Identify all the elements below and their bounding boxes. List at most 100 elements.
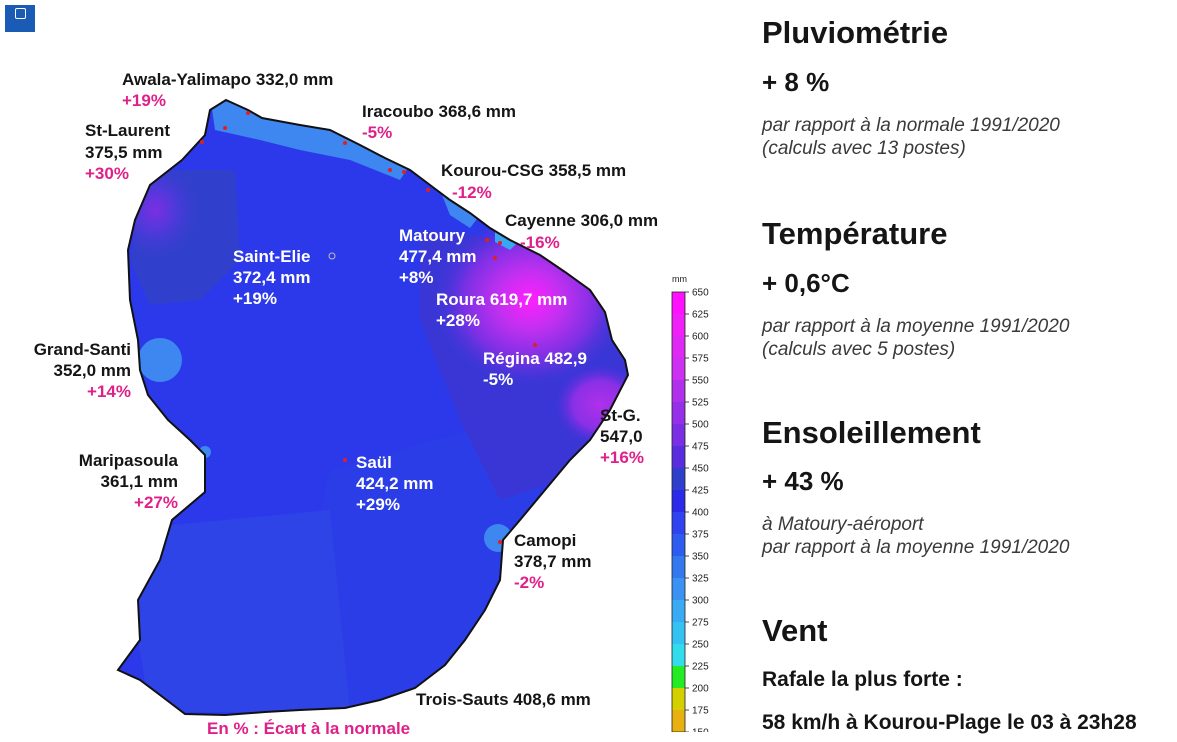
saintelie-name: Saint-Elie — [233, 247, 311, 266]
station-dot-regina — [533, 343, 537, 347]
temp-value: + 0,6°C — [762, 268, 850, 298]
legend-swatch — [672, 446, 685, 468]
stg-pct: +16% — [600, 448, 644, 467]
legend-tick-label: 575 — [692, 354, 709, 365]
roura-pct: +28% — [436, 311, 480, 330]
station-dot-kourou — [426, 188, 430, 192]
sun-title: Ensoleillement — [762, 415, 981, 450]
saul-pct: +29% — [356, 495, 400, 514]
grandsanti-pct: +14% — [87, 382, 131, 401]
roura-label: Roura 619,7 mm — [436, 290, 568, 309]
station-dot-iracoubo — [343, 141, 347, 145]
legend-tick-label: 525 — [692, 398, 709, 409]
legend-swatch — [672, 314, 685, 336]
legend-swatch — [672, 666, 685, 688]
sun-line1: à Matoury-aéroport — [762, 514, 924, 535]
regina-label: Régina 482,9 — [483, 349, 587, 368]
legend-tick-label: 550 — [692, 376, 709, 387]
grandsanti-name: Grand-Santi — [33, 340, 131, 359]
legend-swatch — [672, 490, 685, 512]
temp-title: Température — [762, 216, 948, 251]
station-dot-matoury — [485, 238, 489, 242]
temp-line2: (calculs avec 5 postes) — [762, 339, 956, 360]
legend-swatch — [672, 710, 685, 732]
legend-swatch — [672, 578, 685, 600]
station-dot-stlaurent — [200, 140, 204, 144]
rainfall-map — [116, 98, 630, 717]
station-dot-stelie — [328, 252, 336, 260]
camopi-pct: -2% — [514, 573, 545, 592]
legend-tick-label: 150 — [692, 728, 709, 733]
troissauts-label: Trois-Sauts 408,6 mm — [416, 690, 591, 709]
iracoubo-pct: -5% — [362, 123, 393, 142]
meteo-france-logo — [5, 5, 35, 32]
station-dot-camopi — [498, 540, 502, 544]
wind-value: 58 km/h à Kourou-Plage le 03 à 23h28 — [762, 711, 1137, 734]
maripasoula-value: 361,1 mm — [100, 472, 179, 491]
wind-subtitle: Rafale la plus forte : — [762, 668, 963, 691]
grandsanti-value: 352,0 mm — [53, 361, 132, 380]
station-dot-stlaurent2 — [223, 126, 227, 130]
station-dot-saul — [343, 458, 347, 462]
legend-swatch — [672, 600, 685, 622]
station-dot-roura — [493, 256, 497, 260]
rain-line1: par rapport à la normale 1991/2020 — [762, 115, 1060, 136]
legend-swatch — [672, 336, 685, 358]
legend-swatch — [672, 512, 685, 534]
legend-swatch — [672, 424, 685, 446]
sun-value: + 43 % — [762, 466, 844, 496]
station-dot-sinnamary — [388, 168, 392, 172]
awala-label: Awala-Yalimapo 332,0 mm — [122, 70, 334, 89]
stg-name: St-G. — [600, 406, 641, 425]
saul-value: 424,2 mm — [356, 474, 434, 493]
legend-tick-label: 600 — [692, 332, 709, 343]
stlaurent-value: 375,5 mm — [85, 143, 163, 162]
station-dot-awala — [246, 111, 250, 115]
legend-swatch — [672, 688, 685, 710]
legend-swatch — [672, 468, 685, 490]
rain-title: Pluviométrie — [762, 15, 949, 50]
rain-value: + 8 % — [762, 67, 830, 97]
stlaurent-name: St-Laurent — [85, 121, 170, 140]
legend-swatch — [672, 402, 685, 424]
kourou-pct: -12% — [452, 183, 492, 202]
kourou-label: Kourou-CSG 358,5 mm — [441, 161, 627, 180]
sun-line2: par rapport à la moyenne 1991/2020 — [762, 537, 1070, 558]
camopi-value: 378,7 mm — [514, 552, 592, 571]
legend-tick-label: 175 — [692, 706, 709, 717]
legend-tick-label: 625 — [692, 310, 709, 321]
station-dot-sinnamary2 — [402, 170, 406, 174]
stlaurent-pct: +30% — [85, 164, 129, 183]
legend-unit: mm — [672, 274, 687, 284]
awala-pct: +19% — [122, 91, 166, 110]
legend-tick-label: 425 — [692, 486, 709, 497]
legend-tick-label: 300 — [692, 596, 709, 607]
legend-tick-label: 225 — [692, 662, 709, 673]
saintelie-value: 372,4 mm — [233, 268, 311, 287]
legend-swatch — [672, 358, 685, 380]
legend-tick-label: 450 — [692, 464, 709, 475]
legend-swatch — [672, 380, 685, 402]
maripasoula-pct: +27% — [134, 493, 178, 512]
stg-value: 547,0 — [600, 427, 643, 446]
wind-title: Vent — [762, 613, 828, 648]
legend-tick-label: 275 — [692, 618, 709, 629]
iracoubo-label: Iracoubo 368,6 mm — [362, 102, 517, 121]
legend-swatch — [672, 644, 685, 666]
legend-swatch — [672, 534, 685, 556]
legend-tick-label: 500 — [692, 420, 709, 431]
legend-swatch — [672, 556, 685, 578]
matoury-value: 477,4 mm — [399, 247, 477, 266]
cayenne-label: Cayenne 306,0 mm — [505, 211, 659, 230]
deviation-note: En % : Écart à la normale — [207, 719, 411, 738]
camopi-name: Camopi — [514, 531, 577, 550]
temp-line1: par rapport à la moyenne 1991/2020 — [762, 316, 1070, 337]
saul-name: Saül — [356, 453, 392, 472]
legend-tick-label: 375 — [692, 530, 709, 541]
legend-swatch — [672, 622, 685, 644]
legend-tick-label: 200 — [692, 684, 709, 695]
legend-tick-label: 400 — [692, 508, 709, 519]
legend-swatch — [672, 292, 685, 314]
rain-line2: (calculs avec 13 postes) — [762, 138, 966, 159]
regina-pct: -5% — [483, 370, 514, 389]
